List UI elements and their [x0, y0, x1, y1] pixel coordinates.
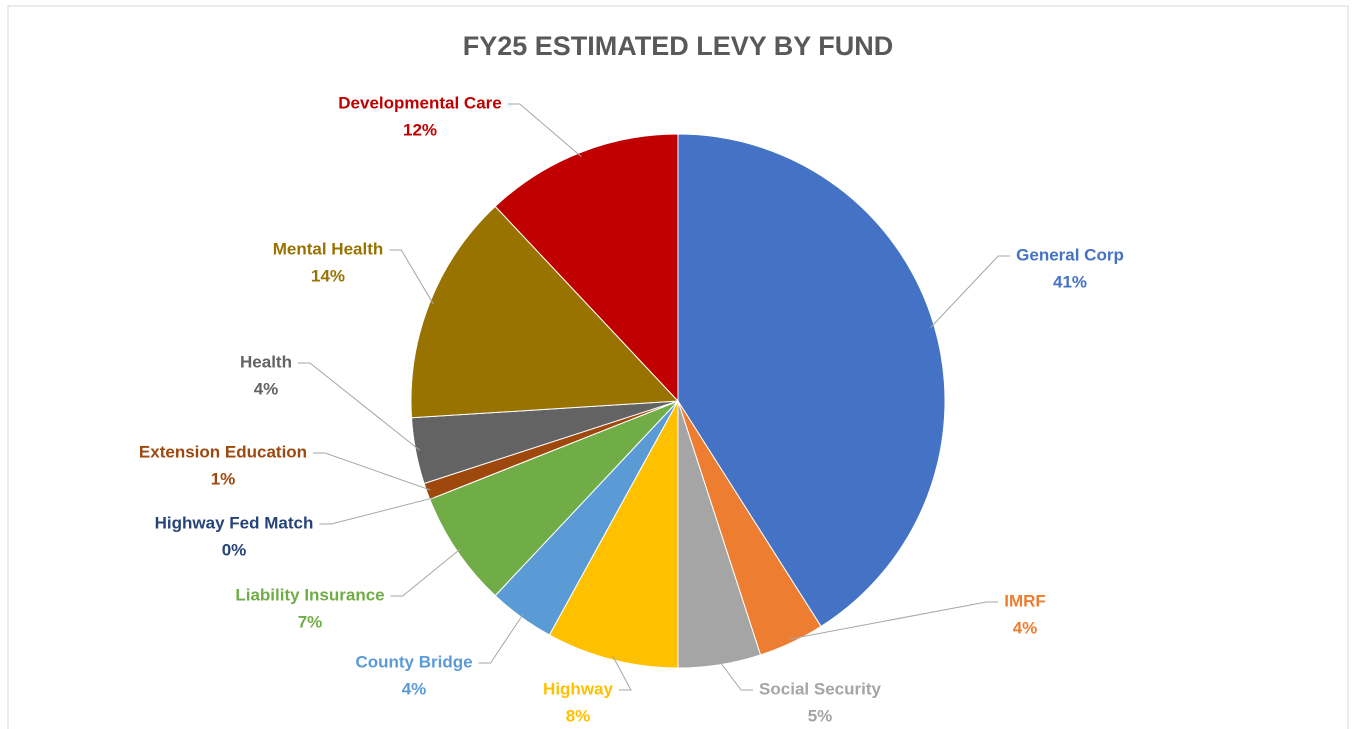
pie-slice — [410, 205, 680, 419]
slice-value-label: 1% — [211, 469, 236, 488]
slice-value-label: 12% — [403, 120, 437, 139]
leader-line — [718, 660, 754, 691]
slice-value-label: 7% — [298, 612, 323, 631]
slice-label: Developmental Care — [338, 93, 501, 112]
leader-line — [507, 103, 582, 157]
slice-value-label: 8% — [566, 706, 591, 725]
leader-line — [319, 497, 434, 525]
pie-slice — [494, 133, 679, 403]
pie-slice — [677, 133, 946, 628]
chart-title: FY25 ESTIMATED LEVY BY FUND — [463, 31, 894, 61]
slice-value-label: 41% — [1053, 272, 1087, 291]
slice-label: IMRF — [1004, 591, 1046, 610]
slice-value-label: 4% — [1013, 618, 1038, 637]
leader-line — [612, 655, 632, 691]
slice-value-label: 4% — [402, 679, 427, 698]
leader-line — [930, 255, 1011, 328]
slice-label: County Bridge — [355, 652, 472, 671]
leader-line — [390, 548, 461, 597]
slice-label: Liability Insurance — [235, 585, 384, 604]
slice-label: Social Security — [759, 679, 881, 698]
slice-label: Extension Education — [139, 442, 307, 461]
leader-line — [313, 452, 431, 491]
slice-value-label: 14% — [311, 266, 345, 285]
leader-line — [478, 613, 524, 664]
slice-value-label: 4% — [254, 379, 279, 398]
leader-line — [297, 362, 420, 451]
leader-line — [389, 249, 434, 305]
slice-label: Highway Fed Match — [155, 513, 314, 532]
slice-value-label: 5% — [808, 706, 833, 725]
slice-label: Highway — [543, 679, 613, 698]
pie-slice — [548, 400, 679, 669]
slice-label: Health — [240, 352, 292, 371]
slice-label: General Corp — [1016, 245, 1124, 264]
leader-line — [789, 601, 999, 640]
slice-label: Mental Health — [273, 239, 384, 258]
slice-value-label: 0% — [222, 540, 247, 559]
